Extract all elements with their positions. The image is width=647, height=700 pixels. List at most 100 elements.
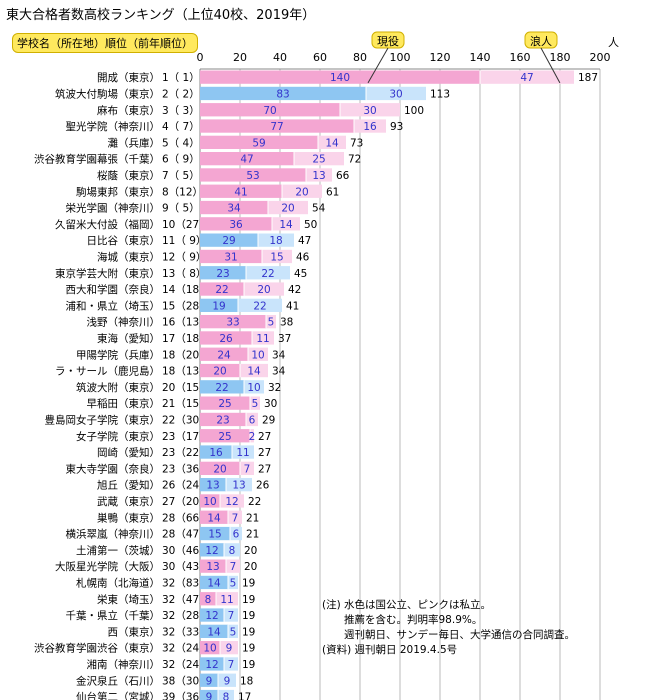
value-ronin: 20: [257, 284, 270, 296]
school-name: 浦和・県立（埼玉）: [66, 299, 161, 312]
bar-ronin: [340, 103, 400, 117]
rank-label: 23（22）: [162, 447, 210, 459]
value-total: 61: [326, 186, 339, 198]
value-total: 27: [258, 431, 271, 443]
rank-label: 15（28）: [162, 300, 210, 312]
x-tick-label: 140: [470, 51, 491, 64]
bar-current: [200, 608, 224, 622]
value-ronin: 25: [312, 154, 325, 166]
value-total: 113: [430, 88, 450, 100]
value-current: 140: [330, 72, 350, 84]
school-name: 栄東（埼玉）: [97, 593, 160, 606]
bar-ronin: [228, 510, 242, 524]
value-ronin: 10: [251, 349, 264, 361]
value-ronin: 7: [244, 463, 251, 475]
note-line: (注) 水色は国公立、ピンクは私立。: [322, 599, 492, 611]
rank-label: 21（15）: [162, 398, 210, 410]
value-current: 12: [205, 545, 218, 557]
value-ronin: 8: [229, 545, 236, 557]
school-name: 仙台第二（宮城）: [76, 691, 160, 700]
bar-current: [200, 70, 480, 84]
school-name: 武蔵（東京）: [97, 495, 160, 508]
bar-ronin: [220, 494, 244, 508]
value-total: 47: [298, 235, 311, 247]
bar-ronin: [354, 119, 386, 133]
value-current: 83: [276, 88, 289, 100]
bar-current: [200, 478, 226, 492]
value-ronin: 14: [279, 219, 293, 231]
school-name: 灘（兵庫）: [108, 136, 161, 149]
bar-current: [200, 266, 246, 280]
rank-label: 18（13）: [162, 366, 210, 378]
value-current: 22: [215, 284, 228, 296]
value-ronin: 12: [225, 496, 238, 508]
bar-ronin: [238, 298, 282, 312]
value-total: 27: [258, 463, 271, 475]
value-total: 19: [242, 610, 255, 622]
value-ronin: 7: [228, 610, 235, 622]
value-total: 37: [278, 333, 291, 345]
rank-label: 8（12）: [162, 186, 203, 198]
bar-current: [200, 200, 268, 215]
rank-label: 32（24）: [162, 643, 210, 655]
value-current: 36: [229, 219, 243, 231]
bar-current: [200, 657, 224, 671]
bar-current: [200, 184, 282, 198]
value-total: 20: [244, 561, 257, 573]
value-ronin: 30: [389, 88, 402, 100]
bar-ronin: [250, 429, 254, 443]
school-name: 金沢泉丘（石川）: [76, 674, 160, 687]
bar-ronin: [282, 184, 322, 198]
bar-ronin: [220, 641, 238, 655]
bar-ronin: [226, 478, 252, 492]
school-name: 麻布（東京）: [97, 104, 160, 117]
axis-unit: 人: [608, 36, 619, 49]
note-line: 週刊朝日、サンデー毎日、大学通信の合同調査。: [344, 629, 575, 641]
bar-ronin: [244, 380, 264, 394]
value-current: 23: [216, 268, 229, 280]
value-ronin: 20: [295, 186, 308, 198]
bar-ronin: [218, 689, 234, 700]
value-ronin: 14: [247, 366, 261, 378]
value-current: 25: [218, 398, 231, 410]
value-current: 33: [226, 317, 239, 329]
school-name: 日比谷（東京）: [87, 234, 161, 247]
value-current: 77: [270, 121, 283, 133]
value-current: 8: [205, 594, 212, 606]
value-current: 34: [227, 203, 241, 215]
bar-ronin: [306, 168, 332, 182]
rank-label: 14（18）: [162, 284, 210, 296]
value-total: 19: [242, 659, 255, 671]
rank-label: 17（18）: [162, 333, 210, 345]
rank-label: 2（ 2）: [162, 88, 200, 100]
value-total: 50: [304, 219, 317, 231]
value-total: 54: [312, 203, 326, 215]
x-tick-label: 60: [313, 51, 327, 64]
footnote: (注) 水色は国公立、ピンクは私立。 推薦を含む。判明率98.9%。 週刊朝日、…: [322, 598, 575, 658]
value-ronin: 47: [520, 72, 533, 84]
bar-ronin: [218, 673, 236, 687]
value-total: 22: [248, 496, 261, 508]
value-ronin: 10: [247, 382, 260, 394]
rank-label: 23（17）: [162, 431, 210, 443]
value-total: 19: [242, 577, 255, 589]
x-tick-label: 180: [550, 51, 571, 64]
rank-label: 23（36）: [162, 463, 210, 475]
bar-current: [200, 233, 258, 247]
bar-ronin: [246, 266, 290, 280]
value-ronin: 16: [363, 121, 377, 133]
value-total: 93: [390, 121, 403, 133]
value-total: 17: [238, 692, 251, 700]
rank-label: 1（ 1）: [162, 72, 200, 84]
bar-ronin: [224, 543, 240, 557]
school-name: 千葉・県立（千葉）: [66, 609, 161, 622]
value-total: 73: [350, 137, 363, 149]
bar-current: [200, 526, 230, 541]
bar-ronin: [232, 445, 254, 459]
value-total: 18: [240, 675, 253, 687]
school-name: 渋谷教育学園幕張（千葉）: [34, 153, 160, 166]
value-total: 19: [242, 643, 255, 655]
rank-label: 18（20）: [162, 349, 210, 361]
x-tick-label: 160: [510, 51, 531, 64]
school-name: 土浦第一（茨城）: [76, 544, 160, 557]
